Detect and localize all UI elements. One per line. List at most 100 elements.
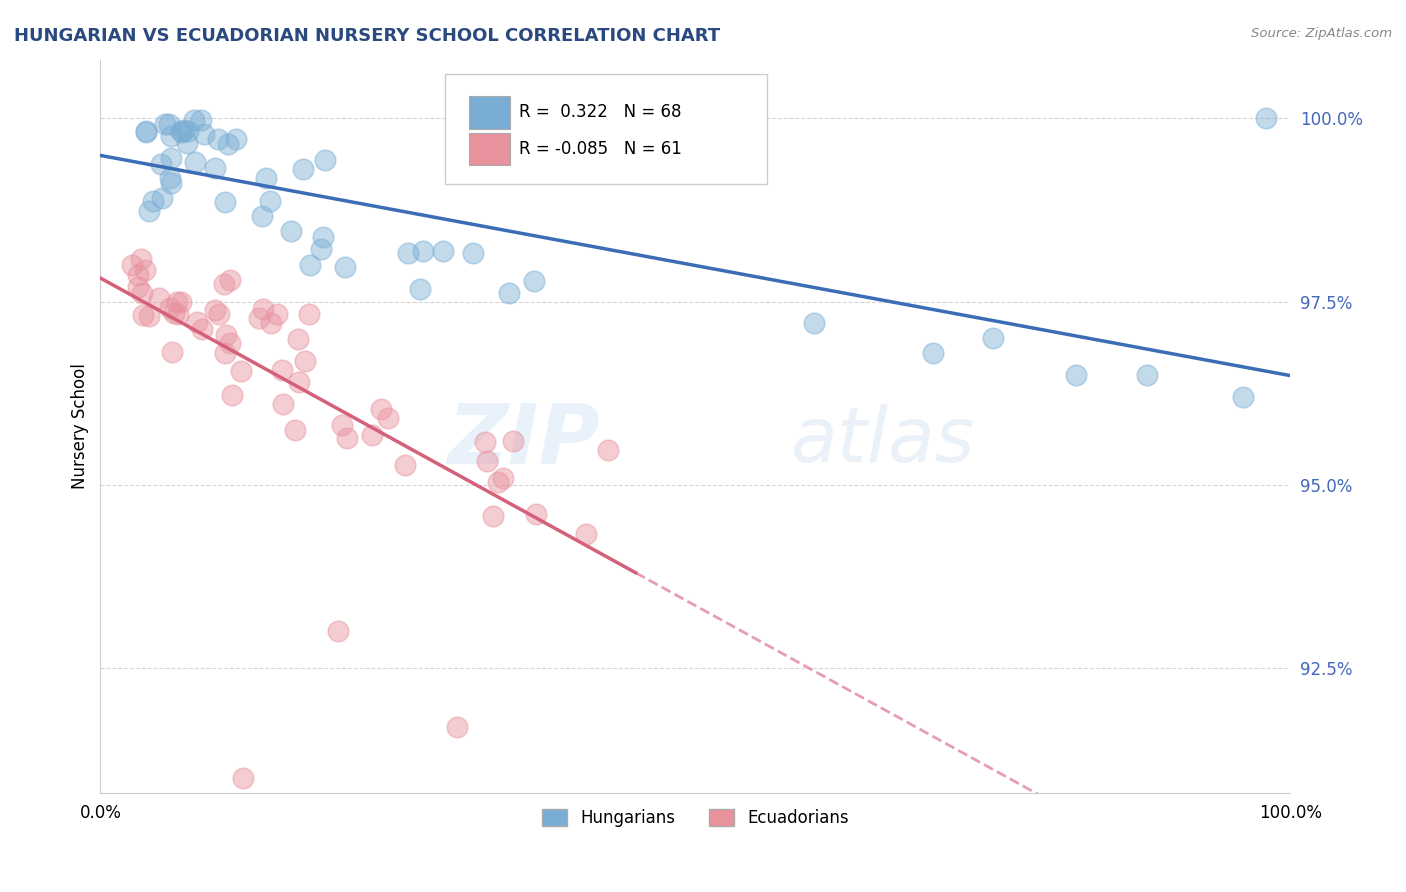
Point <box>132 308 155 322</box>
Point <box>150 157 173 171</box>
Point <box>271 397 294 411</box>
Point <box>254 170 277 185</box>
Point <box>217 136 239 151</box>
Text: R =  0.322   N = 68: R = 0.322 N = 68 <box>519 103 682 121</box>
Point <box>294 353 316 368</box>
Point <box>981 331 1004 345</box>
Legend: Hungarians, Ecuadorians: Hungarians, Ecuadorians <box>534 801 856 836</box>
Point <box>134 263 156 277</box>
Point <box>328 624 350 639</box>
Point <box>298 307 321 321</box>
Point <box>221 387 243 401</box>
Point <box>121 258 143 272</box>
Point <box>396 246 419 260</box>
Point <box>409 282 432 296</box>
Point <box>150 191 173 205</box>
Point <box>155 117 177 131</box>
Text: ZIP: ZIP <box>447 401 600 482</box>
Point <box>252 301 274 316</box>
Point <box>160 151 183 165</box>
Point <box>335 260 357 275</box>
Point <box>330 417 353 432</box>
Point <box>218 335 240 350</box>
Point <box>523 274 546 288</box>
Point <box>575 527 598 541</box>
Point <box>138 309 160 323</box>
Text: atlas: atlas <box>790 404 974 478</box>
Point <box>432 244 454 258</box>
Point <box>172 125 194 139</box>
Point <box>336 431 359 445</box>
Point <box>170 294 193 309</box>
Point <box>474 435 496 450</box>
Point <box>159 301 181 316</box>
Point <box>214 195 236 210</box>
Point <box>193 128 215 142</box>
Point <box>219 273 242 287</box>
Point <box>127 280 149 294</box>
Text: R = -0.085   N = 61: R = -0.085 N = 61 <box>519 140 682 158</box>
Point <box>291 161 314 176</box>
Point <box>184 155 207 169</box>
Point <box>177 124 200 138</box>
Point <box>214 346 236 360</box>
Point <box>183 113 205 128</box>
Point <box>502 434 524 448</box>
Point <box>477 454 499 468</box>
Point <box>370 402 392 417</box>
Point <box>486 475 509 489</box>
FancyBboxPatch shape <box>470 96 509 128</box>
Point <box>127 268 149 282</box>
Point <box>157 117 180 131</box>
Point <box>138 203 160 218</box>
Point <box>524 507 547 521</box>
Point <box>163 306 186 320</box>
Point <box>260 316 283 330</box>
Point <box>159 171 181 186</box>
Point <box>190 113 212 128</box>
Point <box>394 458 416 472</box>
Point <box>288 375 311 389</box>
Point <box>446 720 468 734</box>
Point <box>280 224 302 238</box>
Point <box>186 314 208 328</box>
Point <box>215 328 238 343</box>
Point <box>231 364 253 378</box>
Point <box>173 123 195 137</box>
Point <box>284 423 307 437</box>
Point <box>1232 390 1254 404</box>
Point <box>208 307 231 321</box>
Point <box>131 285 153 300</box>
Point <box>312 229 335 244</box>
Point <box>314 153 336 167</box>
Point <box>204 161 226 176</box>
Point <box>311 242 333 256</box>
Point <box>271 363 294 377</box>
Point <box>412 244 434 258</box>
Point <box>142 194 165 209</box>
Point <box>498 285 520 300</box>
Point <box>299 258 322 272</box>
Point <box>803 317 825 331</box>
Point <box>135 124 157 138</box>
Point <box>252 209 274 223</box>
Point <box>159 129 181 144</box>
Y-axis label: Nursery School: Nursery School <box>72 363 89 489</box>
Point <box>1136 368 1159 382</box>
Point <box>212 277 235 291</box>
Point <box>204 302 226 317</box>
Point <box>481 509 503 524</box>
Text: Source: ZipAtlas.com: Source: ZipAtlas.com <box>1251 27 1392 40</box>
Point <box>207 132 229 146</box>
Point <box>1256 112 1278 126</box>
Point <box>287 332 309 346</box>
Point <box>232 771 254 785</box>
Point <box>266 307 288 321</box>
Point <box>922 346 945 360</box>
Point <box>135 125 157 139</box>
Point <box>377 411 399 425</box>
Point <box>225 132 247 146</box>
Point <box>259 194 281 209</box>
Point <box>166 307 188 321</box>
Point <box>1064 368 1087 382</box>
